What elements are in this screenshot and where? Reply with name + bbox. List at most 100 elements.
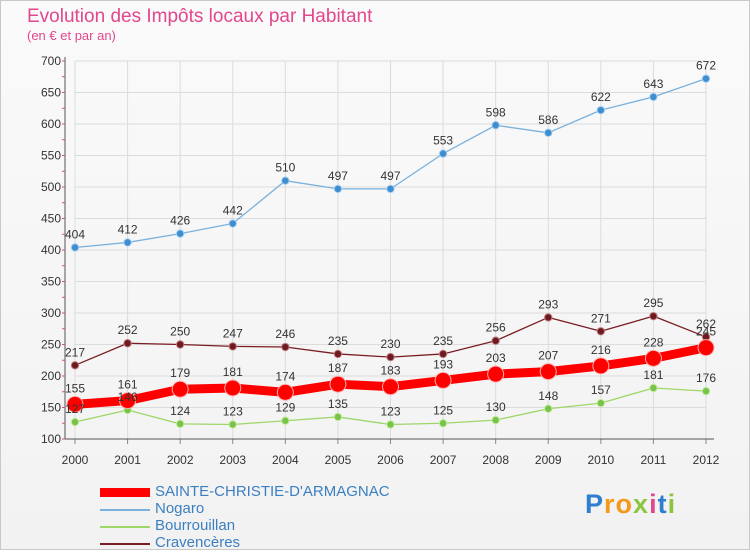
data-label: 404: [65, 227, 85, 241]
data-label: 123: [380, 405, 400, 419]
data-label: 643: [643, 77, 663, 91]
data-point: [124, 239, 131, 246]
data-label: 622: [591, 90, 611, 104]
data-point: [545, 129, 552, 137]
data-point: [330, 376, 346, 392]
y-tick-label: 100: [41, 432, 61, 446]
data-point: [334, 350, 342, 358]
data-point: [650, 93, 657, 101]
data-label: 271: [591, 311, 611, 325]
data-label: 193: [433, 357, 453, 371]
data-label: 235: [433, 334, 453, 348]
y-tick-label: 350: [41, 275, 61, 289]
data-point: [282, 343, 289, 351]
data-point: [67, 396, 83, 412]
proxiti-logo: Proxiti: [585, 489, 677, 519]
data-point: [492, 122, 499, 129]
data-label: 181: [223, 365, 243, 379]
data-point: [176, 341, 184, 348]
data-point: [387, 185, 394, 193]
x-tick-label: 2012: [693, 453, 720, 467]
data-point: [650, 384, 657, 392]
x-tick-label: 2011: [641, 453, 667, 467]
legend-swatch: [100, 525, 150, 528]
data-label: 148: [538, 389, 558, 403]
x-tick-label: 2000: [62, 453, 89, 467]
chart-title: Evolution des Impôts locaux par Habitant: [27, 6, 373, 27]
y-tick-label: 500: [41, 180, 61, 194]
x-tick-label: 2010: [587, 453, 614, 467]
data-point: [439, 420, 447, 427]
data-point: [593, 358, 609, 374]
data-point: [225, 380, 241, 396]
data-point: [492, 337, 499, 344]
data-point: [702, 387, 710, 395]
legend-swatch: [100, 488, 150, 497]
data-label: 129: [275, 401, 295, 415]
data-label: 187: [328, 361, 348, 375]
legend-label: Nogaro: [155, 500, 205, 517]
legend-label: Bourrouillan: [155, 517, 236, 534]
data-label: 125: [433, 403, 453, 417]
data-point: [120, 393, 136, 409]
data-label: 155: [65, 381, 85, 395]
data-label: 135: [328, 397, 348, 411]
data-label: 217: [65, 345, 85, 359]
data-point: [645, 350, 661, 366]
data-point: [71, 362, 79, 369]
legend-swatch: [100, 508, 150, 511]
data-label: 176: [696, 371, 716, 385]
y-tick-label: 550: [41, 149, 61, 163]
data-point: [383, 379, 398, 395]
legend-label: SAINTE-CHRISTIE-D'ARMAGNAC: [155, 483, 390, 500]
data-label: 252: [118, 323, 138, 337]
series-lines: [66, 74, 715, 429]
y-tick-label: 650: [41, 86, 61, 100]
data-point: [545, 314, 552, 321]
y-tick-label: 300: [41, 306, 61, 320]
data-point: [540, 364, 556, 380]
data-point: [334, 413, 342, 421]
x-tick-label: 2007: [430, 453, 457, 467]
data-point: [176, 420, 184, 428]
data-label: 157: [591, 383, 611, 397]
data-label: 161: [118, 378, 138, 392]
data-point: [435, 372, 451, 388]
y-tick-label: 700: [41, 54, 61, 68]
x-tick-label: 2003: [219, 453, 246, 467]
y-tick-label: 250: [41, 338, 61, 352]
data-point: [597, 106, 605, 114]
data-label: 586: [538, 113, 558, 127]
data-point: [282, 417, 289, 424]
data-point: [71, 244, 79, 251]
y-tick-label: 150: [41, 401, 61, 415]
data-label: 228: [643, 335, 663, 349]
y-tick-label: 450: [41, 212, 61, 226]
data-label: 497: [380, 169, 400, 183]
data-point: [702, 333, 710, 341]
data-label: 123: [223, 405, 243, 419]
x-tick-label: 2002: [167, 453, 194, 467]
data-point: [229, 343, 236, 350]
data-label: 442: [223, 204, 243, 218]
data-label: 247: [223, 326, 243, 340]
x-tick-label: 2006: [377, 453, 404, 467]
data-label: 256: [486, 321, 506, 335]
data-label: 207: [538, 349, 558, 363]
data-label: 246: [275, 327, 295, 341]
data-label: 230: [380, 337, 400, 351]
legend-swatch: [100, 542, 150, 545]
data-label: 124: [170, 404, 190, 418]
data-point: [439, 350, 447, 358]
data-point: [71, 418, 79, 426]
data-label: 216: [591, 343, 611, 357]
data-point: [597, 328, 605, 335]
x-tick-label: 2004: [272, 453, 299, 467]
data-point: [334, 185, 342, 193]
y-tick-label: 400: [41, 243, 61, 257]
x-tick-label: 2001: [114, 453, 141, 467]
data-label: 174: [275, 369, 295, 383]
data-point: [597, 399, 605, 407]
